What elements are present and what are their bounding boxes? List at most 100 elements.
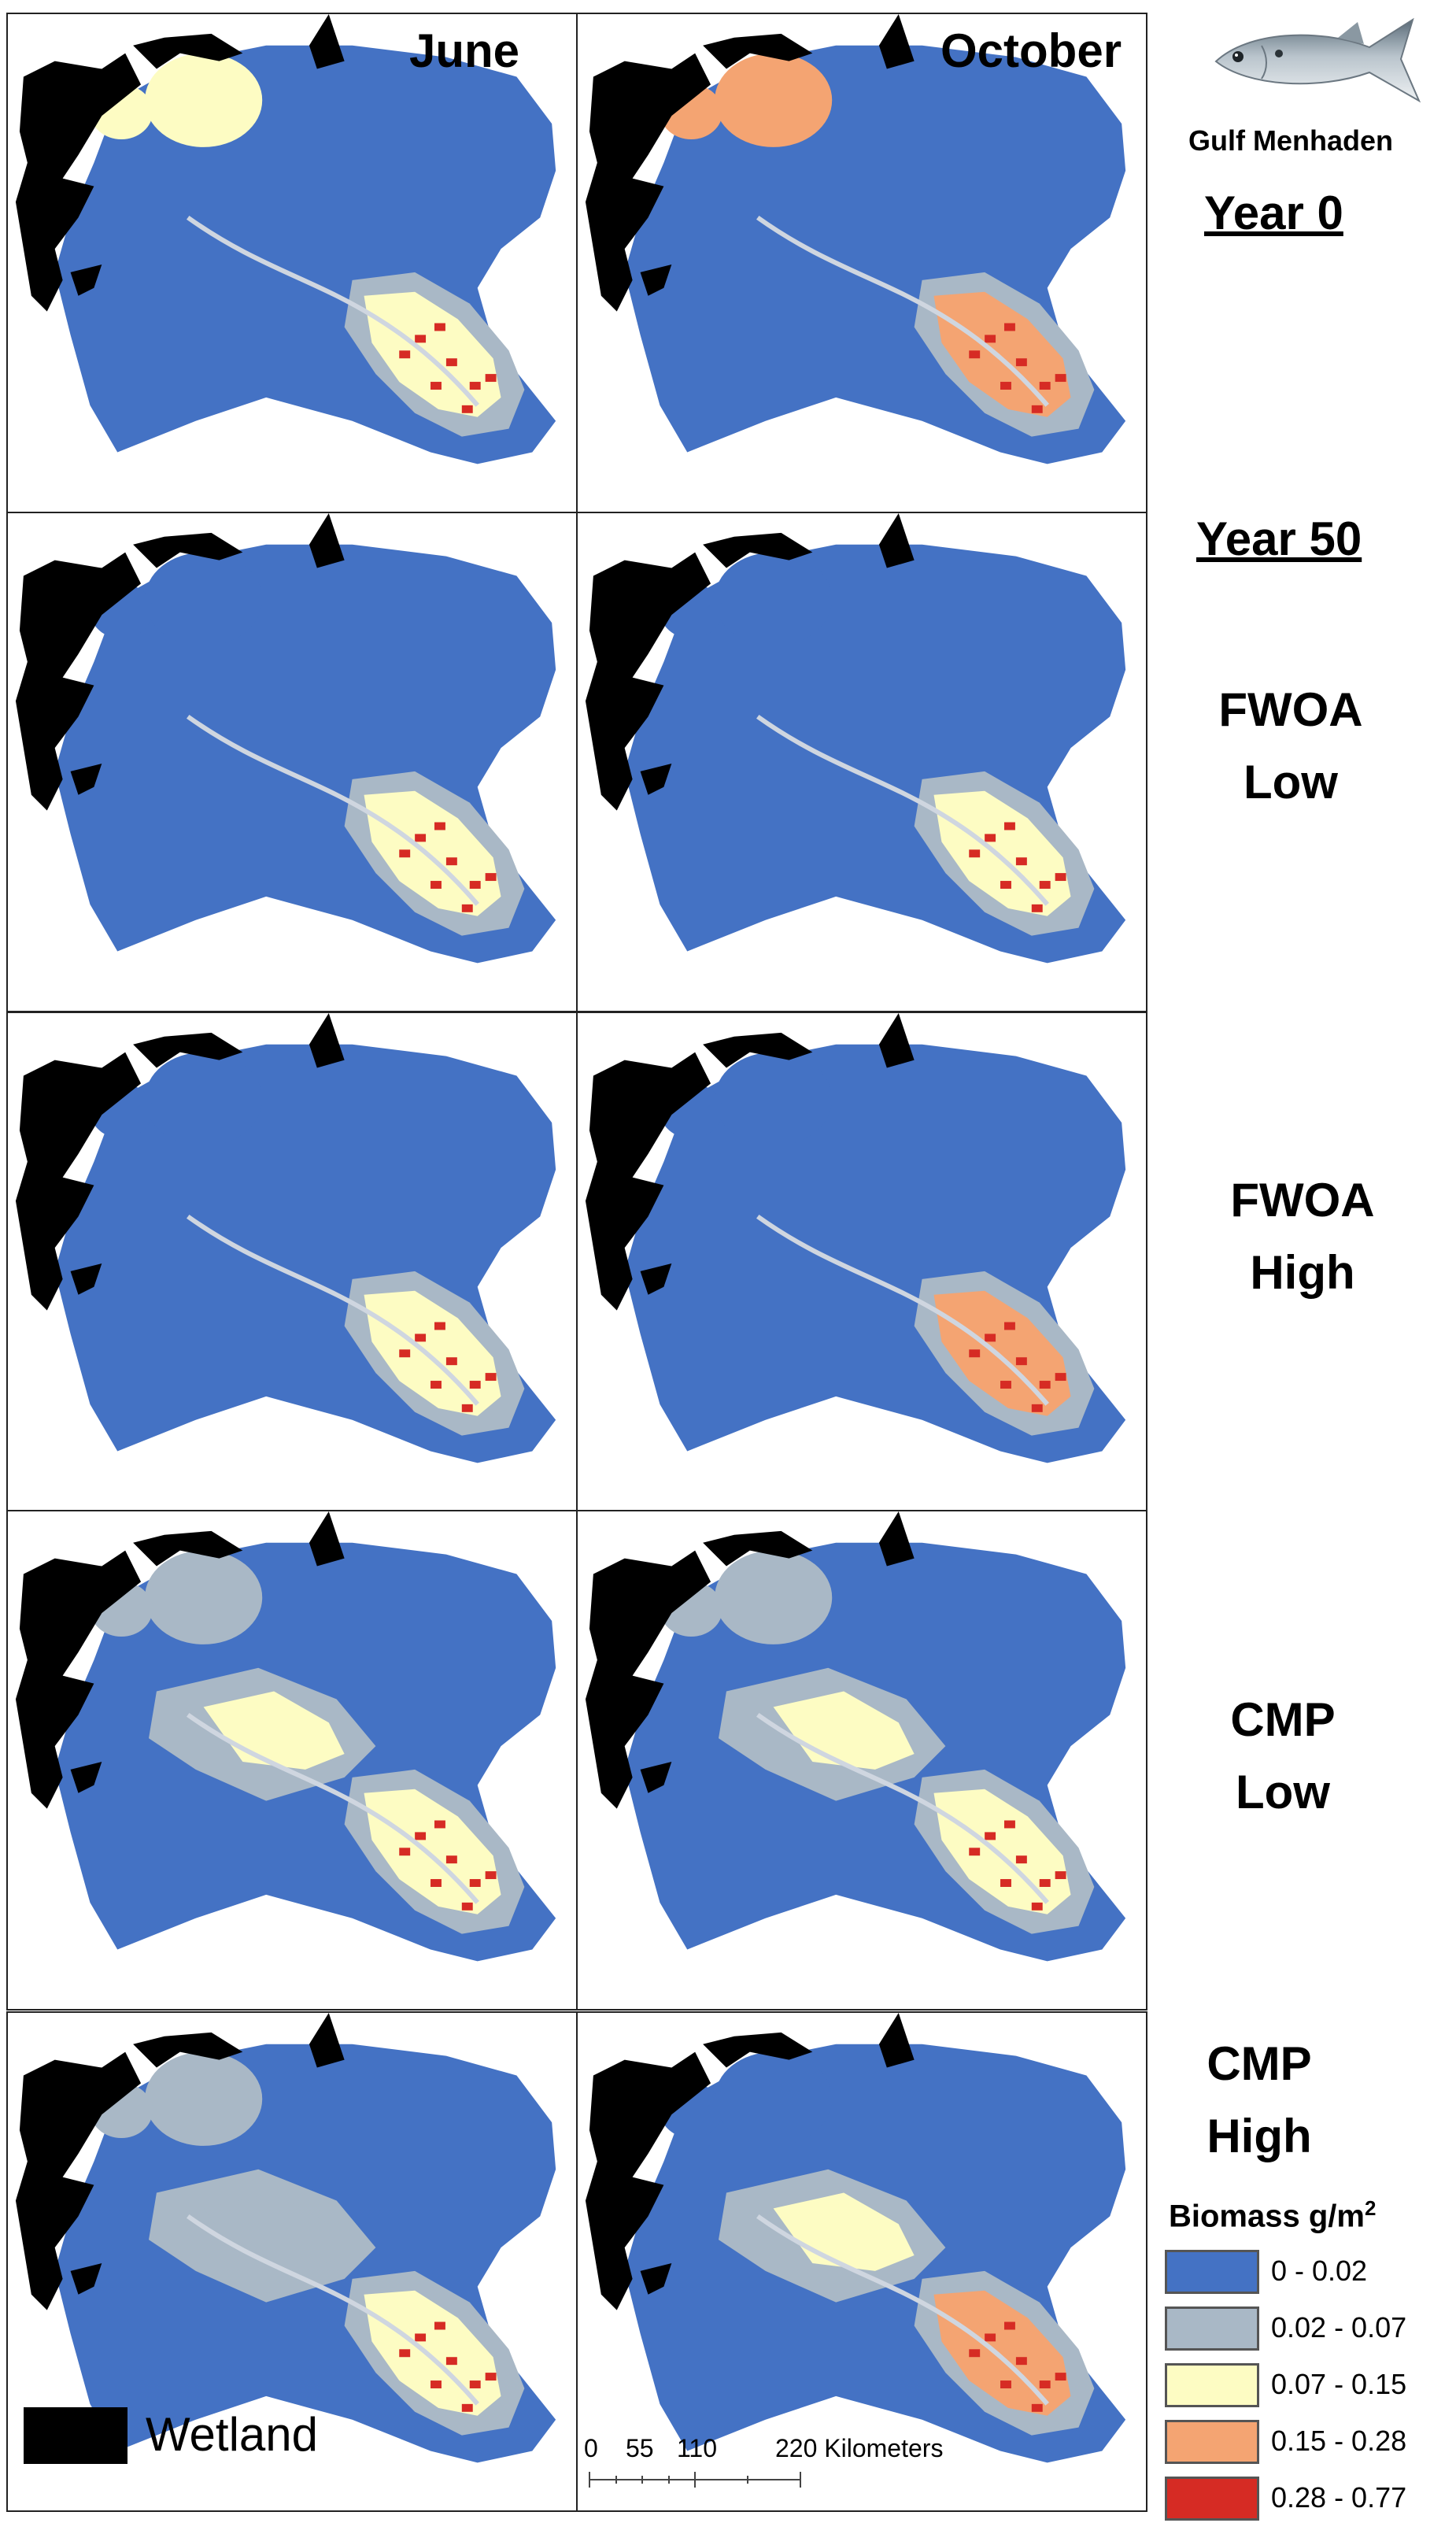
legend-row: 0.02 - 0.07 (1165, 2306, 1448, 2354)
hotspot (1015, 1855, 1027, 1864)
nw-lake (715, 1550, 833, 1644)
hotspot (485, 1871, 497, 1880)
legend-swatch (1165, 2420, 1259, 2464)
wetland-peak (878, 14, 915, 69)
map-panel-october-row-3 (576, 1510, 1147, 2011)
mid-band (203, 2192, 345, 2271)
hotspot (445, 358, 457, 367)
map-panel-october-row-1 (576, 512, 1147, 1012)
map-panel-october-row-2 (576, 1012, 1147, 1512)
wetland-peak (309, 1511, 345, 1567)
wetland-peak (878, 1013, 915, 1068)
wetland-peak (878, 1511, 915, 1567)
nw-lake (145, 1550, 263, 1644)
wetland-west (585, 552, 711, 811)
wetland-north (133, 532, 243, 568)
hotspot (469, 2380, 481, 2388)
hotspot (485, 2373, 497, 2381)
river-channel (756, 1214, 1049, 1406)
plume (364, 790, 501, 916)
hotspot (985, 1334, 996, 1342)
nw-lake (715, 1052, 833, 1146)
hotspot (434, 1820, 445, 1829)
hotspot (461, 2403, 473, 2412)
hotspot (1031, 405, 1043, 413)
map-panel-october-row-4 (576, 2011, 1147, 2512)
hotspot (1039, 881, 1051, 889)
hotspot (1015, 1357, 1027, 1366)
scale-tick-label: 55 (626, 2434, 654, 2462)
year-label-50: Year 50 (1196, 512, 1362, 565)
plume (933, 1789, 1071, 1914)
hotspot (415, 1832, 427, 1840)
legend-title: Biomass g/m2 (1169, 2196, 1377, 2234)
hotspot (1003, 1322, 1015, 1330)
hotspot (1055, 873, 1066, 882)
hotspot (485, 1373, 497, 1382)
hotspot (434, 822, 445, 830)
hotspot (399, 849, 411, 858)
wetland-island (640, 264, 672, 296)
legend-swatch (1165, 2363, 1259, 2407)
river-channel (186, 2214, 479, 2406)
hotspot (1039, 1879, 1051, 1887)
hotspot (1055, 1373, 1066, 1382)
hotspot (461, 405, 473, 413)
hotspot (969, 1848, 981, 1856)
nw-lake (715, 2051, 833, 2146)
wetland-north (133, 2032, 243, 2068)
hotspot (415, 834, 427, 842)
column-title-october: October (940, 24, 1122, 77)
hotspot (461, 904, 473, 912)
nw-lake (145, 552, 263, 646)
hotspot (415, 1334, 427, 1342)
hotspot (1055, 1871, 1066, 1880)
map-panel-june-row-3 (6, 1510, 578, 2011)
hotspot (985, 2333, 996, 2342)
hotspot (969, 849, 981, 858)
wetland-island (640, 2262, 672, 2295)
scenario-label-fwoa-low: FWOA Low (1218, 683, 1363, 808)
legend-row: 0.28 - 0.77 (1165, 2477, 1448, 2524)
hotspot (431, 2380, 442, 2388)
plume (933, 790, 1071, 916)
hotspot (985, 1832, 996, 1840)
hotspot (1003, 323, 1015, 331)
fish-icon (1200, 8, 1436, 110)
map-panel-june-row-2 (6, 1012, 578, 1512)
wetland-north (703, 1530, 813, 1567)
river-channel (756, 2214, 1049, 2406)
legend-label: 0 - 0.02 (1271, 2255, 1368, 2287)
hotspot (485, 374, 497, 383)
wetland-island (640, 1263, 672, 1295)
wetland-peak (309, 2013, 345, 2068)
wetland-west (585, 2051, 711, 2310)
map-panel-june-row-1 (6, 512, 578, 1012)
nw-lake (715, 53, 833, 147)
river-channel (756, 215, 1049, 407)
hotspot (431, 382, 442, 390)
wetland-north (703, 1032, 813, 1068)
hotspot (1003, 1820, 1015, 1829)
hotspot (461, 1404, 473, 1412)
wetland-swatch (24, 2407, 127, 2464)
river-channel (186, 714, 479, 906)
wetland-island (70, 264, 102, 296)
hotspot (445, 1855, 457, 1864)
scenario-label-fwoa-high: FWOA High (1230, 1174, 1375, 1299)
hotspot (399, 1848, 411, 1856)
hotspot (1015, 2357, 1027, 2366)
wetland-north (703, 532, 813, 568)
scale-tick-label: 0 (584, 2434, 598, 2462)
hotspot (434, 1322, 445, 1330)
wetland-west (585, 1550, 711, 1809)
scenario-label-cmp-high: CMP High (1207, 2037, 1312, 2162)
wetland-north (703, 2032, 813, 2068)
river-channel (756, 1712, 1049, 1904)
nw-lake (145, 2051, 263, 2146)
plume (933, 291, 1071, 417)
legend-swatch (1165, 2250, 1259, 2294)
hotspot (469, 1381, 481, 1389)
legend-label: 0.07 - 0.15 (1271, 2368, 1407, 2400)
hotspot (985, 834, 996, 842)
